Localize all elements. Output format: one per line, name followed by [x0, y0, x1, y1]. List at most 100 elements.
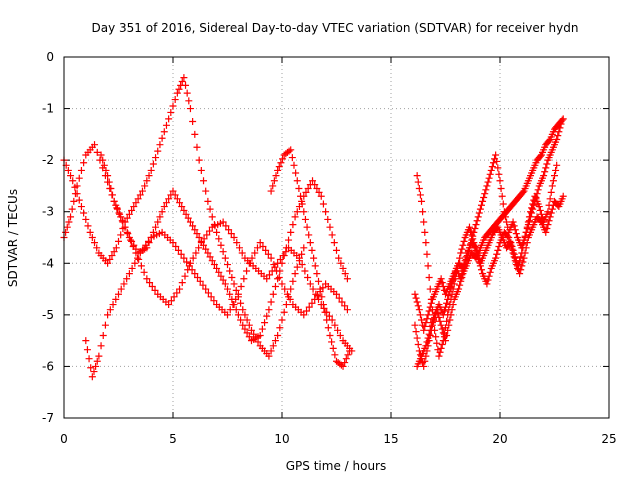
data-point-interp — [456, 281, 464, 289]
data-point-interp — [210, 221, 218, 229]
data-point — [245, 259, 253, 267]
data-point-interp — [109, 301, 117, 309]
data-point-interp — [423, 338, 431, 346]
data-point — [313, 270, 321, 278]
data-point — [115, 290, 122, 298]
data-point-interp — [458, 245, 466, 253]
data-point — [256, 331, 264, 339]
data-point-interp — [481, 190, 489, 198]
data-point-interp — [82, 215, 90, 223]
data-point-interp — [493, 157, 501, 165]
data-point-interp — [324, 215, 332, 223]
data-point-interp — [341, 302, 349, 310]
data-point-interp — [193, 230, 201, 238]
data-point-interp — [459, 241, 467, 249]
data-point — [457, 275, 465, 283]
data-point-interp — [519, 240, 527, 248]
data-point-interp — [437, 344, 445, 352]
data-point-interp — [70, 197, 78, 205]
data-point-interp — [303, 307, 311, 315]
data-point-interp — [507, 241, 515, 249]
data-point-interp — [446, 301, 454, 309]
data-point — [474, 213, 482, 221]
data-point — [306, 239, 314, 247]
data-point — [224, 311, 231, 319]
data-point-interp — [121, 223, 129, 231]
data-point-interp — [493, 250, 501, 258]
data-point-interp — [477, 266, 485, 274]
data-point-interp — [143, 177, 151, 185]
data-point-interp — [308, 246, 316, 254]
data-point — [117, 213, 125, 221]
data-point — [165, 115, 173, 123]
data-point-interp — [331, 351, 339, 359]
data-point-interp — [436, 348, 444, 356]
data-point — [213, 264, 221, 272]
data-point-interp — [192, 249, 200, 257]
data-point — [483, 280, 491, 288]
data-point-interp — [217, 241, 225, 249]
data-point — [518, 244, 526, 252]
data-point — [143, 244, 151, 252]
data-point-interp — [555, 128, 563, 136]
data-point-interp — [447, 284, 455, 292]
data-point-interp — [277, 159, 285, 167]
data-point — [522, 228, 530, 236]
data-point-interp — [191, 226, 199, 234]
data-point — [559, 192, 567, 200]
data-point-interp — [424, 334, 432, 342]
data-point-interp — [446, 288, 454, 296]
data-point-interp — [504, 232, 512, 240]
data-point-interp — [102, 166, 110, 174]
data-point — [230, 234, 238, 241]
data-point-interp — [93, 148, 101, 156]
data-point-interp — [97, 342, 105, 350]
data-point-interp — [188, 266, 196, 274]
data-point-interp — [313, 292, 321, 300]
data-point-interp — [101, 321, 109, 329]
data-point-interp — [197, 237, 205, 245]
data-point-interp — [172, 243, 180, 251]
data-point-interp — [329, 344, 337, 352]
data-point-interp — [421, 322, 429, 330]
data-point-interp — [152, 154, 160, 162]
data-point-interp — [440, 307, 448, 315]
data-point — [169, 187, 177, 195]
data-point-interp — [308, 299, 316, 307]
data-point-interp — [543, 224, 551, 232]
data-point-interp — [498, 192, 506, 200]
data-point — [267, 254, 275, 262]
data-point-interp — [267, 298, 275, 306]
x-tick-label: 15 — [383, 432, 398, 446]
data-point — [176, 285, 184, 293]
data-point-interp — [210, 297, 218, 305]
data-point-interp — [484, 276, 492, 284]
data-point-interp — [460, 263, 468, 271]
data-point-interp — [501, 213, 509, 221]
data-point-interp — [112, 201, 120, 209]
data-point-interp — [304, 185, 312, 193]
data-point-interp — [158, 134, 166, 142]
data-point-interp — [536, 206, 544, 214]
data-point-interp — [185, 262, 193, 270]
data-point-interp — [258, 325, 266, 333]
data-point-interp — [237, 282, 245, 290]
data-point-interp — [438, 341, 446, 349]
data-point-interp — [547, 188, 555, 196]
data-point — [165, 301, 173, 309]
data-point-interp — [449, 276, 457, 284]
data-point-interp — [109, 191, 117, 199]
data-point-interp — [125, 210, 133, 218]
data-point-interp — [488, 163, 496, 171]
data-point-interp — [271, 337, 279, 345]
data-point-interp — [475, 258, 483, 266]
data-point-interp — [516, 257, 524, 265]
data-point — [104, 259, 112, 267]
data-point-interp — [528, 209, 536, 217]
data-point-interp — [243, 267, 251, 275]
data-point — [411, 321, 419, 329]
data-point-interp — [108, 252, 116, 260]
data-point-interp — [189, 254, 197, 262]
data-point-interp — [173, 289, 181, 297]
